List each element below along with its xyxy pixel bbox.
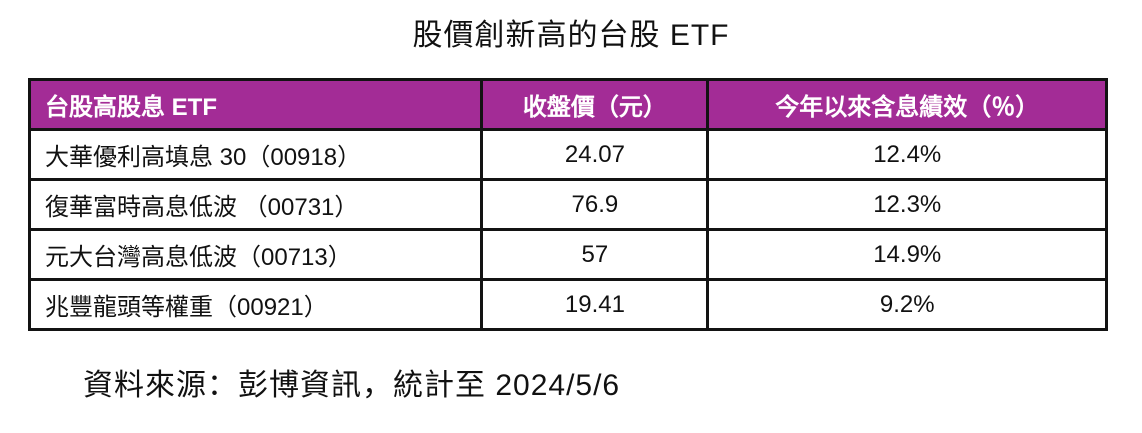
table-row: 大華優利高填息 30（00918） 24.07 12.4% xyxy=(27,128,1108,181)
etf-price-cell: 24.07 xyxy=(480,128,710,181)
etf-performance-cell: 9.2% xyxy=(706,278,1108,331)
etf-performance-cell: 12.3% xyxy=(706,178,1108,231)
column-header-name: 台股高股息 ETF xyxy=(27,78,484,131)
figure-title: 股價創新高的台股 ETF xyxy=(412,19,730,52)
table-row: 元大台灣高息低波（00713） 57 14.9% xyxy=(27,228,1108,281)
etf-price-cell: 57 xyxy=(480,228,710,281)
column-header-performance: 今年以來含息績效（％） xyxy=(706,78,1108,131)
etf-price-cell: 76.9 xyxy=(480,178,710,231)
source-note: 資料來源：彭博資訊，統計至 2024/5/6 xyxy=(83,369,621,402)
etf-table: 台股高股息 ETF 收盤價（元） 今年以來含息績效（％） 大華優利高填息 30（… xyxy=(27,78,1108,331)
etf-performance-cell: 12.4% xyxy=(706,128,1108,181)
etf-price-cell: 19.41 xyxy=(480,278,710,331)
table-row: 兆豐龍頭等權重（00921） 19.41 9.2% xyxy=(27,278,1108,331)
etf-performance-cell: 14.9% xyxy=(706,228,1108,281)
etf-name-cell: 大華優利高填息 30（00918） xyxy=(27,128,484,181)
table-header-row: 台股高股息 ETF 收盤價（元） 今年以來含息績效（％） xyxy=(27,78,1108,131)
column-header-price: 收盤價（元） xyxy=(480,78,710,131)
etf-name-cell: 復華富時高息低波 （00731） xyxy=(27,178,484,231)
etf-name-cell: 元大台灣高息低波（00713） xyxy=(27,228,484,281)
etf-name-cell: 兆豐龍頭等權重（00921） xyxy=(27,278,484,331)
table-row: 復華富時高息低波 （00731） 76.9 12.3% xyxy=(27,178,1108,231)
